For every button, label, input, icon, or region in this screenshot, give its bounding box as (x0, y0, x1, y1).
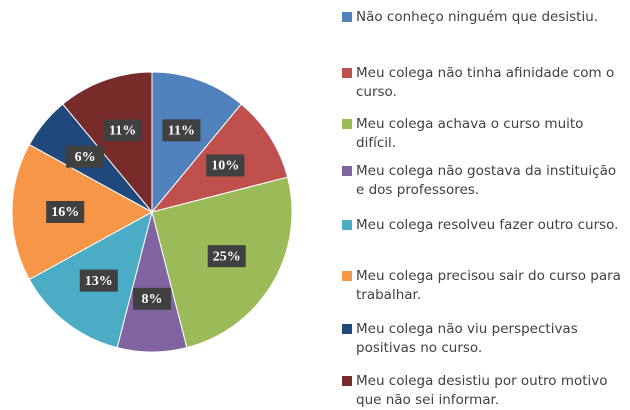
label-box (46, 201, 85, 223)
legend-item: Não conheço ninguém que desistiu. (342, 8, 627, 27)
label-box (79, 269, 118, 292)
legend-item: Meu colega não viu perspectivas positiva… (342, 320, 627, 358)
pie-slice (62, 71, 153, 214)
data-label: 16% (51, 205, 79, 220)
legend-swatch (342, 12, 352, 22)
legend-label: Meu colega não tinha afinidade com o cur… (356, 65, 615, 100)
legend-swatch (342, 324, 352, 334)
legend-label: Não conheço ninguém que desistiu. (356, 9, 599, 25)
data-label: 10% (211, 159, 239, 174)
legend-item: Meu colega achava o curso muito difícil. (342, 115, 627, 153)
data-label: 6% (75, 150, 96, 165)
data-label: 11% (168, 124, 195, 139)
legend-item: Meu colega precisou sair do curso para t… (342, 267, 627, 305)
label-box (162, 119, 201, 142)
legend-swatch (342, 166, 352, 176)
data-label: 13% (85, 274, 113, 289)
legend-label: Meu colega resolveu fazer outro curso. (356, 217, 619, 233)
data-label: 11% (109, 124, 136, 139)
legend-item: Meu colega não gostava da instituição e … (342, 162, 627, 200)
label-box (66, 145, 105, 168)
legend-swatch (342, 271, 352, 281)
legend-item: Meu colega desistiu por outro motivo que… (342, 372, 627, 410)
legend-swatch (342, 119, 352, 129)
data-label: 8% (142, 292, 163, 307)
legend-label: Meu colega desistiu por outro motivo que… (356, 373, 608, 408)
label-box (206, 154, 245, 177)
pie-slice (151, 71, 242, 214)
data-label: 25% (213, 249, 241, 264)
label-box (133, 287, 171, 310)
legend-swatch (342, 220, 352, 230)
legend-swatch (342, 376, 352, 386)
legend-label: Meu colega não viu perspectivas positiva… (356, 321, 578, 356)
legend-label: Meu colega não gostava da instituição e … (356, 163, 617, 198)
label-box (207, 245, 246, 268)
pie-area: 11% 10% 25% 8% 13% 16% 6% 11% (11, 71, 293, 353)
legend-label: Meu colega precisou sair do curso para t… (356, 268, 621, 303)
label-box (103, 119, 142, 142)
legend-label: Meu colega achava o curso muito difícil. (356, 116, 584, 151)
legend-item: Meu colega não tinha afinidade com o cur… (342, 64, 627, 102)
legend-item: Meu colega resolveu fazer outro curso. (342, 216, 627, 235)
legend-swatch (342, 68, 352, 78)
